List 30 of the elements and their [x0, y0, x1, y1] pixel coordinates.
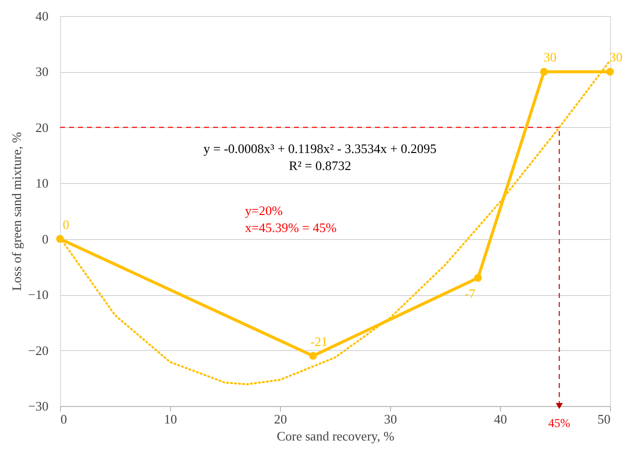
x-tick-label: 40 [494, 412, 507, 426]
point [606, 68, 614, 76]
annotation: 45% [548, 416, 570, 430]
point [309, 352, 317, 360]
y-tick-label: −20 [28, 342, 48, 358]
data-label: -7 [464, 286, 476, 301]
data-label: -21 [310, 334, 328, 349]
y-tick-label: −30 [28, 398, 48, 414]
x-axis-title: Core sand recovery, % [276, 428, 394, 444]
x-tick-label: 50 [598, 412, 610, 426]
x-tick-label: 10 [164, 412, 177, 426]
annotation: R² = 0.8732 [288, 158, 352, 173]
y-tick-label: −10 [28, 287, 48, 302]
y-tick-label: 30 [36, 64, 48, 80]
data-label: 30 [544, 50, 556, 65]
point [540, 68, 548, 76]
y-tick-label: 10 [36, 176, 48, 191]
x-tick-label: 30 [384, 412, 397, 426]
y-tick-label: 20 [36, 120, 48, 135]
annotation: x=45.39% = 45% [245, 220, 337, 235]
x-tick-label: 0 [60, 412, 67, 426]
data-label: 30 [610, 50, 622, 65]
x-tick-label: 20 [274, 412, 287, 426]
y-axis-title: Loss of green sand mixture, % [9, 132, 24, 291]
point [474, 274, 482, 282]
annotation: y=20% [245, 203, 283, 218]
annotation: y = -0.0008x³ + 0.1198x² - 3.3534x + 0.2095 [204, 141, 436, 156]
y-tick-label: 40 [36, 8, 48, 24]
data-label: 0 [62, 216, 70, 232]
y-tick-label: 0 [42, 231, 48, 246]
